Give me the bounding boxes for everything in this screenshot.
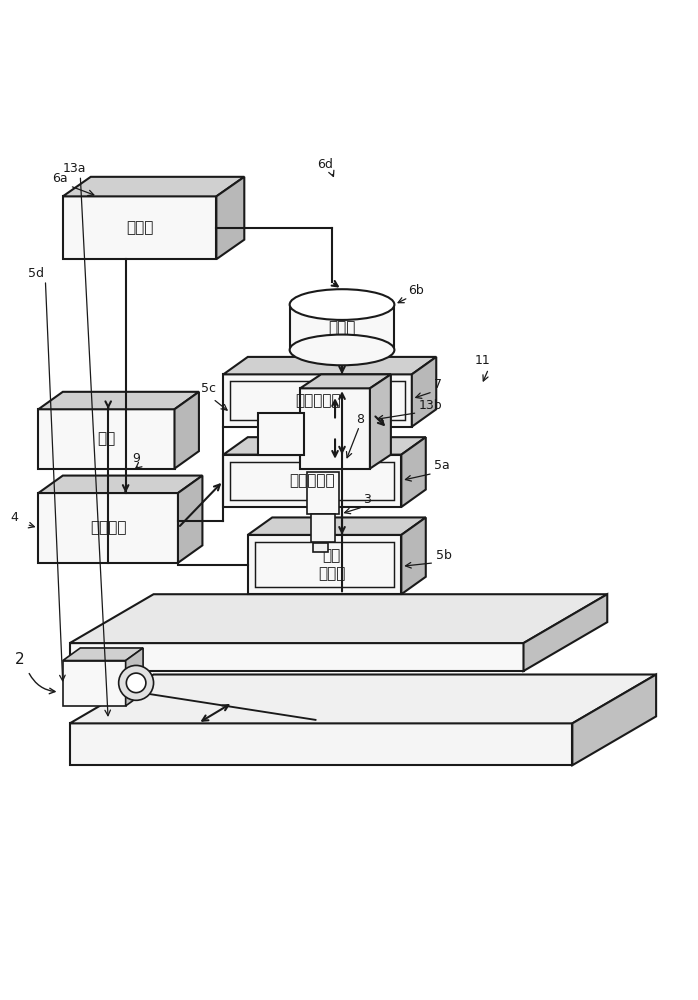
Polygon shape [248, 535, 401, 594]
Text: 5d: 5d [28, 267, 44, 280]
Polygon shape [313, 543, 328, 552]
Polygon shape [370, 374, 391, 469]
Text: 调节阀: 调节阀 [328, 320, 356, 335]
Text: 5a: 5a [434, 459, 450, 472]
Text: 5c: 5c [201, 382, 216, 395]
Polygon shape [38, 392, 199, 409]
Text: 5b: 5b [436, 549, 452, 562]
Polygon shape [258, 413, 304, 455]
Text: 3: 3 [363, 493, 371, 506]
Polygon shape [70, 674, 656, 723]
Polygon shape [311, 514, 335, 542]
Text: 11: 11 [475, 354, 491, 367]
Polygon shape [307, 472, 339, 514]
Text: 压力稳定器: 压力稳定器 [295, 393, 341, 408]
Polygon shape [216, 177, 244, 259]
Polygon shape [223, 374, 412, 427]
Polygon shape [572, 674, 656, 765]
Polygon shape [174, 392, 199, 469]
Text: 13a: 13a [63, 162, 87, 175]
Text: 2: 2 [15, 652, 25, 667]
Circle shape [119, 665, 154, 700]
Polygon shape [300, 374, 391, 388]
Polygon shape [178, 476, 202, 563]
Polygon shape [70, 643, 524, 671]
Text: 抽吸泵: 抽吸泵 [126, 220, 154, 235]
Polygon shape [290, 305, 394, 350]
Circle shape [126, 673, 146, 693]
Text: 电源: 电源 [97, 431, 116, 446]
Ellipse shape [290, 289, 394, 320]
Polygon shape [300, 388, 370, 469]
Polygon shape [248, 517, 426, 535]
Text: 6b: 6b [408, 284, 424, 297]
Polygon shape [223, 437, 426, 455]
Text: 9: 9 [133, 452, 140, 465]
Polygon shape [401, 517, 426, 594]
Polygon shape [63, 648, 143, 661]
Text: 7: 7 [434, 378, 442, 391]
Text: 8: 8 [356, 413, 364, 426]
Polygon shape [63, 661, 126, 706]
Polygon shape [223, 455, 401, 507]
Text: 6a: 6a [52, 172, 68, 185]
Polygon shape [63, 177, 244, 196]
Polygon shape [126, 648, 143, 706]
Polygon shape [38, 493, 178, 563]
Ellipse shape [290, 335, 394, 365]
Text: 6d: 6d [318, 158, 334, 171]
Text: 控制单元: 控制单元 [90, 520, 126, 535]
Polygon shape [401, 437, 426, 507]
Polygon shape [38, 476, 202, 493]
Text: 压力传感器: 压力传感器 [290, 473, 335, 488]
Polygon shape [70, 723, 572, 765]
Text: 流量
传感器: 流量 传感器 [318, 548, 346, 581]
Polygon shape [412, 357, 436, 427]
Polygon shape [524, 594, 607, 671]
Text: 4: 4 [10, 511, 18, 524]
Polygon shape [63, 196, 216, 259]
Text: 13b: 13b [419, 399, 443, 412]
Polygon shape [223, 357, 436, 374]
Polygon shape [38, 409, 174, 469]
Polygon shape [70, 594, 607, 643]
